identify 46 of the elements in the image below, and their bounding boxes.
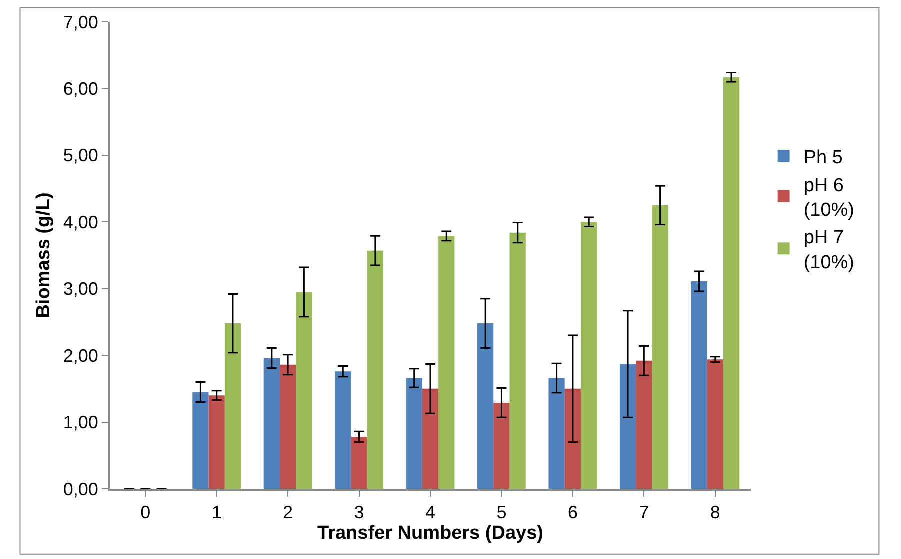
x-tick-label: 5 <box>496 502 507 523</box>
x-tick-label: 4 <box>425 502 436 523</box>
bar <box>264 358 280 489</box>
bar <box>335 372 352 489</box>
bar <box>478 324 494 489</box>
bar <box>691 282 708 489</box>
x-tick-label: 3 <box>354 502 364 523</box>
x-tick-label: 1 <box>212 502 222 523</box>
bar <box>548 378 565 489</box>
y-tick-label: 2,00 <box>63 346 98 366</box>
bar <box>296 292 312 489</box>
x-tick-label: 8 <box>710 502 720 523</box>
x-axis-title: Transfer Numbers (Days) <box>318 522 544 544</box>
bar <box>564 388 582 489</box>
legend-label: Ph 5 <box>804 148 843 169</box>
bar <box>510 232 526 489</box>
bar <box>208 396 225 489</box>
bar <box>280 364 296 489</box>
bar <box>620 364 636 489</box>
y-tick-label: 5,00 <box>63 146 98 166</box>
y-tick-label: 7,00 <box>63 12 98 32</box>
bar <box>438 236 455 489</box>
bar <box>192 392 209 489</box>
bar <box>707 360 724 489</box>
x-tick-label: 0 <box>140 502 151 523</box>
y-tick-label: 4,00 <box>63 212 98 232</box>
bar <box>581 222 598 489</box>
bar <box>494 402 510 489</box>
y-axis-title: Biomass (g/L) <box>34 192 55 318</box>
bar <box>723 77 740 489</box>
bar <box>636 360 652 489</box>
bar <box>406 378 422 489</box>
legend-label: pH 7 (10%) <box>804 228 855 274</box>
bar <box>367 250 384 489</box>
y-tick-label: 1,00 <box>63 412 98 433</box>
bar <box>224 324 242 489</box>
bar <box>351 436 368 489</box>
x-tick-label: 2 <box>283 502 294 523</box>
x-tick-label: 7 <box>639 502 650 523</box>
bar <box>652 205 668 489</box>
y-tick-label: 0,00 <box>63 479 98 500</box>
bar <box>422 388 439 489</box>
y-tick-label: 3,00 <box>63 279 98 300</box>
x-tick-label: 6 <box>568 502 578 523</box>
y-tick-label: 6,00 <box>63 79 98 100</box>
legend-label: pH 6 (10%) <box>804 175 855 221</box>
